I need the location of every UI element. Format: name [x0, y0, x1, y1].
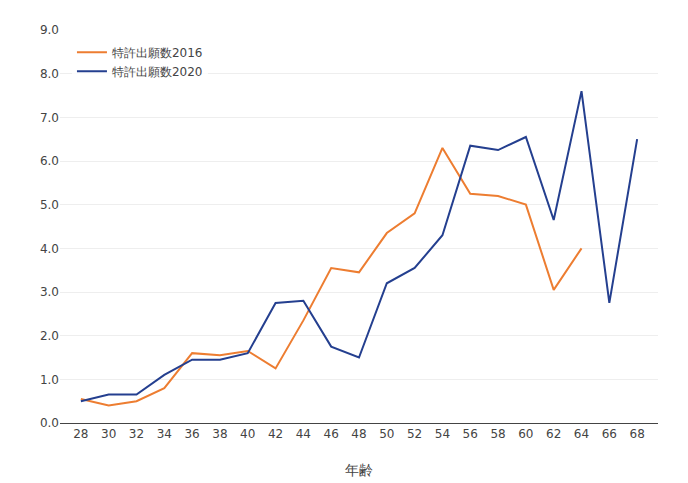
svg-text:66: 66 — [602, 427, 617, 441]
svg-text:34: 34 — [157, 427, 172, 441]
svg-text:8.0: 8.0 — [40, 67, 59, 81]
svg-text:特許出願数2020: 特許出願数2020 — [112, 65, 203, 79]
svg-text:1.0: 1.0 — [40, 373, 59, 387]
svg-text:52: 52 — [407, 427, 422, 441]
svg-text:68: 68 — [629, 427, 644, 441]
svg-text:58: 58 — [490, 427, 505, 441]
svg-text:年齢: 年齢 — [345, 462, 373, 478]
svg-text:6.0: 6.0 — [40, 154, 59, 168]
svg-text:40: 40 — [240, 427, 255, 441]
svg-text:30: 30 — [101, 427, 116, 441]
svg-text:5.0: 5.0 — [40, 198, 59, 212]
svg-text:28: 28 — [73, 427, 88, 441]
svg-text:60: 60 — [518, 427, 533, 441]
svg-text:54: 54 — [435, 427, 450, 441]
svg-text:56: 56 — [463, 427, 478, 441]
svg-text:特許出願数2016: 特許出願数2016 — [112, 46, 203, 60]
svg-text:9.0: 9.0 — [40, 23, 59, 37]
svg-text:2.0: 2.0 — [40, 329, 59, 343]
svg-text:48: 48 — [351, 427, 366, 441]
svg-text:46: 46 — [324, 427, 339, 441]
svg-text:7.0: 7.0 — [40, 111, 59, 125]
svg-text:0.0: 0.0 — [40, 416, 59, 430]
svg-text:50: 50 — [379, 427, 394, 441]
svg-text:42: 42 — [268, 427, 283, 441]
svg-text:36: 36 — [184, 427, 199, 441]
svg-text:32: 32 — [129, 427, 144, 441]
svg-text:62: 62 — [546, 427, 561, 441]
svg-text:3.0: 3.0 — [40, 285, 59, 299]
svg-text:38: 38 — [212, 427, 227, 441]
svg-text:44: 44 — [296, 427, 311, 441]
svg-text:64: 64 — [574, 427, 589, 441]
svg-text:4.0: 4.0 — [40, 242, 59, 256]
